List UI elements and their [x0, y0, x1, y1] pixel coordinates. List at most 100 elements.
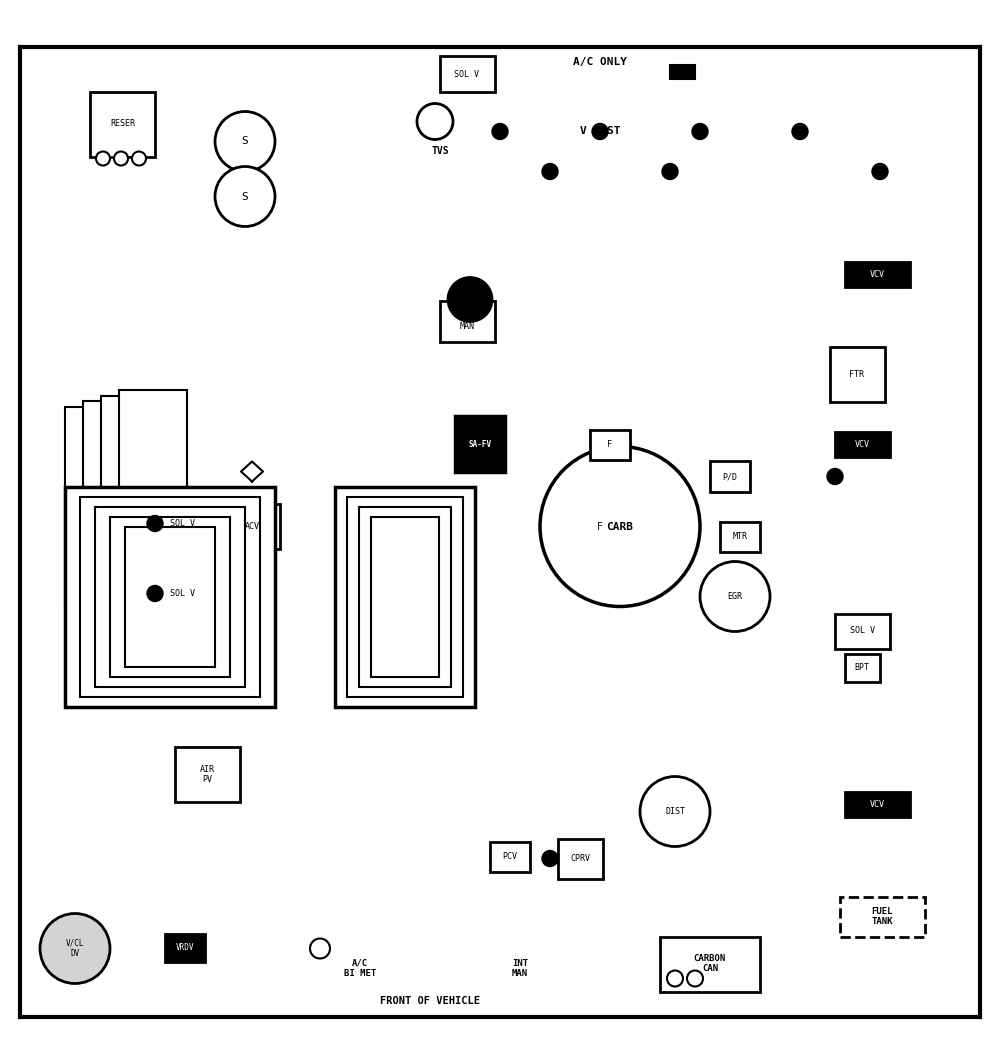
Text: AIR
PV: AIR PV — [200, 764, 214, 784]
Text: FTR: FTR — [850, 370, 864, 379]
FancyBboxPatch shape — [225, 503, 280, 549]
Text: F: F — [608, 440, 612, 449]
Text: VCV: VCV — [870, 270, 885, 279]
Text: EGR: EGR — [728, 592, 742, 601]
FancyBboxPatch shape — [558, 838, 603, 878]
Circle shape — [687, 971, 703, 987]
Text: INT
MAN: INT MAN — [460, 312, 475, 332]
FancyBboxPatch shape — [20, 46, 980, 1016]
Text: TVS: TVS — [431, 146, 449, 157]
Circle shape — [640, 776, 710, 847]
Circle shape — [132, 152, 146, 165]
Text: VCV: VCV — [870, 800, 885, 809]
FancyBboxPatch shape — [165, 934, 205, 961]
FancyBboxPatch shape — [590, 430, 630, 459]
FancyBboxPatch shape — [440, 301, 495, 341]
FancyBboxPatch shape — [155, 506, 210, 541]
Circle shape — [692, 123, 708, 139]
Circle shape — [147, 516, 163, 532]
FancyBboxPatch shape — [119, 391, 187, 591]
Text: SA-FV: SA-FV — [468, 440, 492, 449]
FancyBboxPatch shape — [125, 526, 215, 667]
FancyBboxPatch shape — [830, 346, 885, 401]
Text: SOL V: SOL V — [454, 69, 480, 79]
FancyBboxPatch shape — [347, 497, 463, 696]
FancyBboxPatch shape — [175, 747, 240, 801]
FancyBboxPatch shape — [101, 396, 179, 596]
FancyBboxPatch shape — [110, 517, 230, 676]
Polygon shape — [840, 246, 920, 266]
Circle shape — [700, 561, 770, 632]
Text: CARB: CARB — [606, 521, 634, 532]
FancyBboxPatch shape — [155, 576, 210, 612]
Text: PCV: PCV — [503, 852, 518, 861]
Circle shape — [215, 112, 275, 172]
Circle shape — [40, 914, 110, 984]
FancyBboxPatch shape — [83, 401, 172, 601]
Text: V/CL
DV: V/CL DV — [66, 939, 84, 958]
FancyBboxPatch shape — [65, 486, 275, 707]
FancyBboxPatch shape — [440, 57, 495, 92]
Circle shape — [827, 469, 843, 484]
Text: SOL V: SOL V — [170, 519, 194, 528]
Polygon shape — [835, 412, 885, 432]
Text: VRDV: VRDV — [176, 943, 194, 952]
Text: A/C ONLY: A/C ONLY — [573, 57, 627, 66]
Text: F: F — [597, 521, 603, 532]
FancyBboxPatch shape — [670, 64, 695, 79]
Circle shape — [872, 163, 888, 179]
Circle shape — [592, 123, 608, 139]
Text: VCV: VCV — [854, 440, 870, 449]
Text: SOL V: SOL V — [170, 589, 194, 598]
Text: DIST: DIST — [665, 807, 685, 816]
FancyBboxPatch shape — [335, 486, 475, 707]
FancyBboxPatch shape — [371, 517, 439, 676]
Text: BPT: BPT — [854, 663, 870, 672]
Text: V REST: V REST — [580, 126, 620, 137]
Circle shape — [147, 585, 163, 601]
Circle shape — [667, 971, 683, 987]
FancyBboxPatch shape — [720, 521, 760, 552]
Text: S: S — [242, 137, 248, 146]
Circle shape — [542, 851, 558, 867]
FancyBboxPatch shape — [845, 792, 910, 816]
Circle shape — [662, 163, 678, 179]
Text: CARBON
CAN: CARBON CAN — [694, 954, 726, 973]
FancyBboxPatch shape — [845, 654, 880, 681]
Circle shape — [540, 446, 700, 607]
FancyBboxPatch shape — [80, 497, 260, 696]
FancyBboxPatch shape — [95, 506, 245, 687]
Text: A/C
BI MET: A/C BI MET — [344, 959, 376, 978]
Polygon shape — [840, 776, 920, 796]
Text: FRONT OF VEHICLE: FRONT OF VEHICLE — [380, 996, 480, 1007]
Text: FUEL
TANK: FUEL TANK — [871, 907, 893, 927]
Text: SOL V: SOL V — [850, 625, 874, 635]
FancyBboxPatch shape — [359, 506, 451, 687]
Circle shape — [96, 152, 110, 165]
FancyBboxPatch shape — [710, 461, 750, 492]
FancyBboxPatch shape — [835, 432, 890, 457]
FancyBboxPatch shape — [840, 896, 925, 936]
Text: P/D: P/D — [722, 472, 738, 481]
FancyBboxPatch shape — [455, 417, 505, 472]
FancyBboxPatch shape — [835, 614, 890, 649]
FancyBboxPatch shape — [490, 841, 530, 872]
Circle shape — [448, 278, 492, 321]
Text: ACV: ACV — [244, 522, 260, 531]
Text: RESER: RESER — [110, 119, 136, 128]
Circle shape — [417, 103, 453, 139]
FancyBboxPatch shape — [660, 936, 760, 992]
FancyBboxPatch shape — [90, 92, 155, 157]
Text: MTR: MTR — [732, 532, 748, 541]
Circle shape — [542, 163, 558, 179]
Circle shape — [114, 152, 128, 165]
Text: S: S — [242, 192, 248, 201]
FancyBboxPatch shape — [845, 261, 910, 286]
Circle shape — [215, 166, 275, 226]
FancyBboxPatch shape — [65, 406, 165, 607]
Text: CPRV: CPRV — [570, 854, 590, 863]
Circle shape — [792, 123, 808, 139]
Circle shape — [492, 123, 508, 139]
Circle shape — [310, 938, 330, 958]
Text: INT
MAN: INT MAN — [512, 959, 528, 978]
